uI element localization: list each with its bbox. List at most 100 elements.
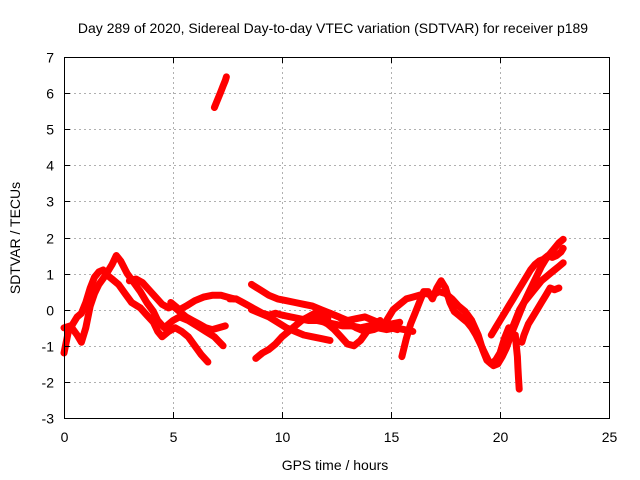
data-point [516, 306, 523, 313]
data-point [67, 322, 74, 329]
data-point [477, 340, 484, 347]
data-point [87, 303, 94, 310]
data-point [538, 277, 545, 284]
x-axis-label: GPS time / hours [282, 457, 389, 473]
data-point [403, 335, 410, 342]
data-point [226, 295, 233, 302]
x-tick-label: 10 [275, 429, 291, 445]
data-point [283, 297, 290, 304]
data-point [143, 312, 150, 319]
data-point [213, 99, 220, 106]
data-point [361, 328, 368, 335]
data-point [108, 276, 115, 283]
data-point [429, 295, 436, 302]
data-point [514, 353, 521, 360]
data-point [128, 299, 135, 306]
data-point [558, 248, 565, 255]
x-tick-label: 5 [170, 429, 178, 445]
data-point [411, 310, 418, 317]
data-point [486, 359, 493, 366]
data-point [159, 333, 166, 340]
data-point [223, 73, 230, 80]
data-point [353, 315, 360, 322]
data-point [379, 322, 386, 329]
data-point [139, 279, 146, 286]
data-point [407, 321, 414, 328]
data-point [217, 292, 224, 299]
series-arc-9 [248, 306, 334, 344]
data-point [464, 319, 471, 326]
data-point [357, 337, 364, 344]
data-point [409, 294, 416, 301]
chart-title: Day 289 of 2020, Sidereal Day-to-day VTE… [78, 20, 588, 36]
y-tick-label: 4 [46, 158, 54, 174]
data-point [202, 324, 209, 331]
data-point [529, 313, 536, 320]
series-arc-5 [210, 73, 230, 111]
data-point [146, 286, 153, 293]
data-point [161, 324, 168, 331]
data-point [211, 104, 218, 111]
data-point [211, 333, 218, 340]
data-point [520, 299, 527, 306]
data-point [455, 312, 462, 319]
data-point [137, 288, 144, 295]
series-arc-16 [518, 284, 563, 346]
data-point [183, 303, 190, 310]
data-point [459, 315, 466, 322]
data-point [501, 310, 508, 317]
data-point [340, 322, 347, 329]
y-tick-label: -1 [42, 339, 55, 355]
data-point [549, 254, 556, 261]
data-point [74, 331, 81, 338]
data-point [515, 375, 522, 382]
series-trace [248, 306, 334, 344]
data-point [551, 245, 558, 252]
data-point [534, 306, 541, 313]
data-point [492, 324, 499, 331]
data-point [396, 319, 403, 326]
data-point [154, 328, 161, 335]
y-tick-label: 3 [46, 194, 54, 210]
data-point [383, 317, 390, 324]
data-point [442, 285, 449, 292]
data-point [536, 257, 543, 264]
data-point [124, 270, 131, 277]
data-point [361, 313, 368, 320]
data-point [542, 274, 549, 281]
data-point [132, 276, 139, 283]
data-point [547, 270, 554, 277]
data-point [154, 317, 161, 324]
data-point [309, 303, 316, 310]
data-point [239, 299, 246, 306]
data-point [468, 324, 475, 331]
data-point [204, 359, 211, 366]
data-point [283, 324, 290, 331]
series-trace [518, 284, 563, 346]
data-point [248, 281, 255, 288]
data-point [326, 337, 333, 344]
data-point [425, 288, 432, 295]
data-point [185, 333, 192, 340]
data-point [274, 295, 281, 302]
data-point [113, 252, 120, 259]
data-point [551, 286, 558, 293]
data-point [560, 236, 567, 243]
data-point [191, 342, 198, 349]
data-point [165, 304, 172, 311]
data-point [298, 317, 305, 324]
tick-label-layer: 0 5 10 15 20 25 -3 -2 -1 0 1 2 3 4 5 6 7 [42, 50, 618, 446]
data-point [287, 313, 294, 320]
data-point [344, 340, 351, 347]
data-point [507, 328, 514, 335]
data-point [344, 319, 351, 326]
y-tick-label: 0 [46, 303, 54, 319]
data-point [215, 324, 222, 331]
data-point [446, 299, 453, 306]
y-tick-label: -2 [42, 375, 55, 391]
data-point [272, 310, 279, 317]
x-tick-label: 15 [384, 429, 400, 445]
data-point [337, 333, 344, 340]
data-point [555, 285, 562, 292]
